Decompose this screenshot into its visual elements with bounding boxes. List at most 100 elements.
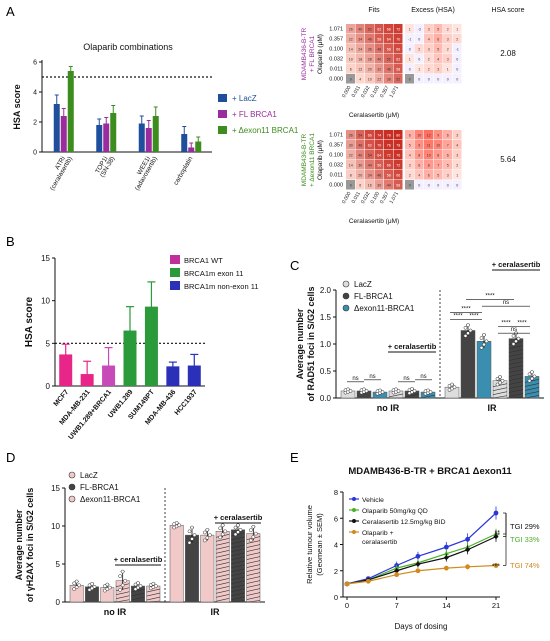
legend-label: Olaparib + [362,530,394,537]
bar [246,533,261,603]
bar-hatch [146,588,161,593]
bar-hatch [231,560,245,565]
heatmap-cell [355,180,365,190]
heatmap-cell [374,130,384,140]
sig-label: **** [453,314,463,320]
heatmap-cell [346,64,355,74]
legend-swatch [170,255,180,264]
heatmap-cell-value: 16 [368,184,372,188]
bar [138,123,145,152]
heatmap-cell [365,64,374,74]
heatmap-excess-cell [414,140,424,150]
bar-hatch [246,584,261,588]
y-tick-label: 0.0 [320,394,332,403]
heatmap-excess-value: 2 [428,58,430,62]
y-axis-label: (Geomean ± SEM) [315,513,324,576]
legend-swatch [218,126,227,134]
bar-hatch [508,365,524,369]
heatmap-excess-value: 2 [428,68,430,72]
heatmap-x-tick: 0.032 [360,85,372,99]
bar-hatch [231,572,245,577]
heatmap-cell-value: 72 [387,154,391,158]
heatmap-excess-cell [452,150,462,160]
heatmap-excess-value: -1 [408,38,411,42]
heatmap-cell [384,44,393,54]
data-point [107,585,112,590]
sig-label: **** [469,314,479,320]
heatmap-excess-value: 0 [418,184,420,188]
bar [144,306,158,386]
data-point [233,532,238,537]
heatmap-excess-value: 3 [456,134,458,138]
bar-hatch [131,600,145,603]
hsa-score-value: 5.64 [500,155,516,164]
bar-hatch [231,600,245,603]
bar-hatch [131,588,145,593]
data-point [463,325,468,330]
data-point [426,388,430,393]
data-point [118,574,123,579]
heatmap-cell [346,180,355,190]
heatmap-cell [384,140,393,150]
bar [60,116,67,152]
data-point [190,525,194,530]
heatmap-cell-value: 30 [358,164,362,168]
data-point [153,584,158,588]
data-point [364,389,369,393]
bar-hatch [508,385,524,389]
bar [195,141,202,152]
heatmap-excess-value: 6 [418,164,420,168]
sig-stars: *** [492,564,500,571]
data-point [190,537,194,541]
heatmap-excess-value: 0 [428,78,430,82]
data-point [248,528,253,533]
panel-letter-e: E [290,450,299,465]
heatmap-y-tick: 1.071 [329,27,343,33]
bar-hatch [146,592,161,597]
data-point [511,334,516,338]
heatmap-excess-cell [405,54,414,64]
heatmap-excess-cell [405,140,414,150]
bar-hatch [492,387,508,392]
heatmap-cell-value: 34 [368,174,372,178]
data-point [514,339,518,344]
data-point [151,581,156,586]
data-point [205,535,210,540]
heatmap-excess-cell [424,64,433,74]
heatmap-cell-value: 10 [349,58,353,62]
heatmap-excess-cell [443,170,452,180]
heatmap-cell-value: 22 [349,38,353,42]
y-tick-label: 2.0 [320,286,332,295]
heatmap-excess-cell [424,140,433,150]
heatmap-cell [393,170,403,180]
treatment-label: + ceralasertib [114,555,163,564]
data-point [202,530,207,535]
bar-hatch [508,361,524,365]
heatmap-excess-cell [424,170,433,180]
bar-hatch [508,353,524,357]
heatmap-cell-value: 66 [387,164,391,168]
heatmap-x-tick: 0.100 [370,85,382,99]
sig-label: ns [503,300,509,306]
heatmap-cell [374,64,384,74]
data-point [378,388,382,393]
y-tick-label: 0 [33,150,37,157]
data-point [92,584,97,589]
heatmap-x-tick: 1.071 [389,85,401,99]
data-point [428,390,433,394]
heatmap-cell [365,74,374,84]
legend-swatch [342,292,350,300]
sig-stars: ** [495,533,501,540]
heatmap-cell-value: 72 [396,164,400,168]
data-point [396,389,401,393]
bar-hatch [246,556,261,560]
heatmap-y-tick: 0.100 [329,47,343,53]
heatmap-cell [374,140,384,150]
sig-label: ns [420,374,426,380]
heatmap-cell-value: 52 [387,58,391,62]
heatmap-cell-value: 74 [377,134,381,138]
legend-swatch [218,94,227,102]
data-point [394,572,400,578]
heatmap-excess-value: 9 [418,144,420,148]
heatmap-excess-value: 0 [456,68,458,72]
